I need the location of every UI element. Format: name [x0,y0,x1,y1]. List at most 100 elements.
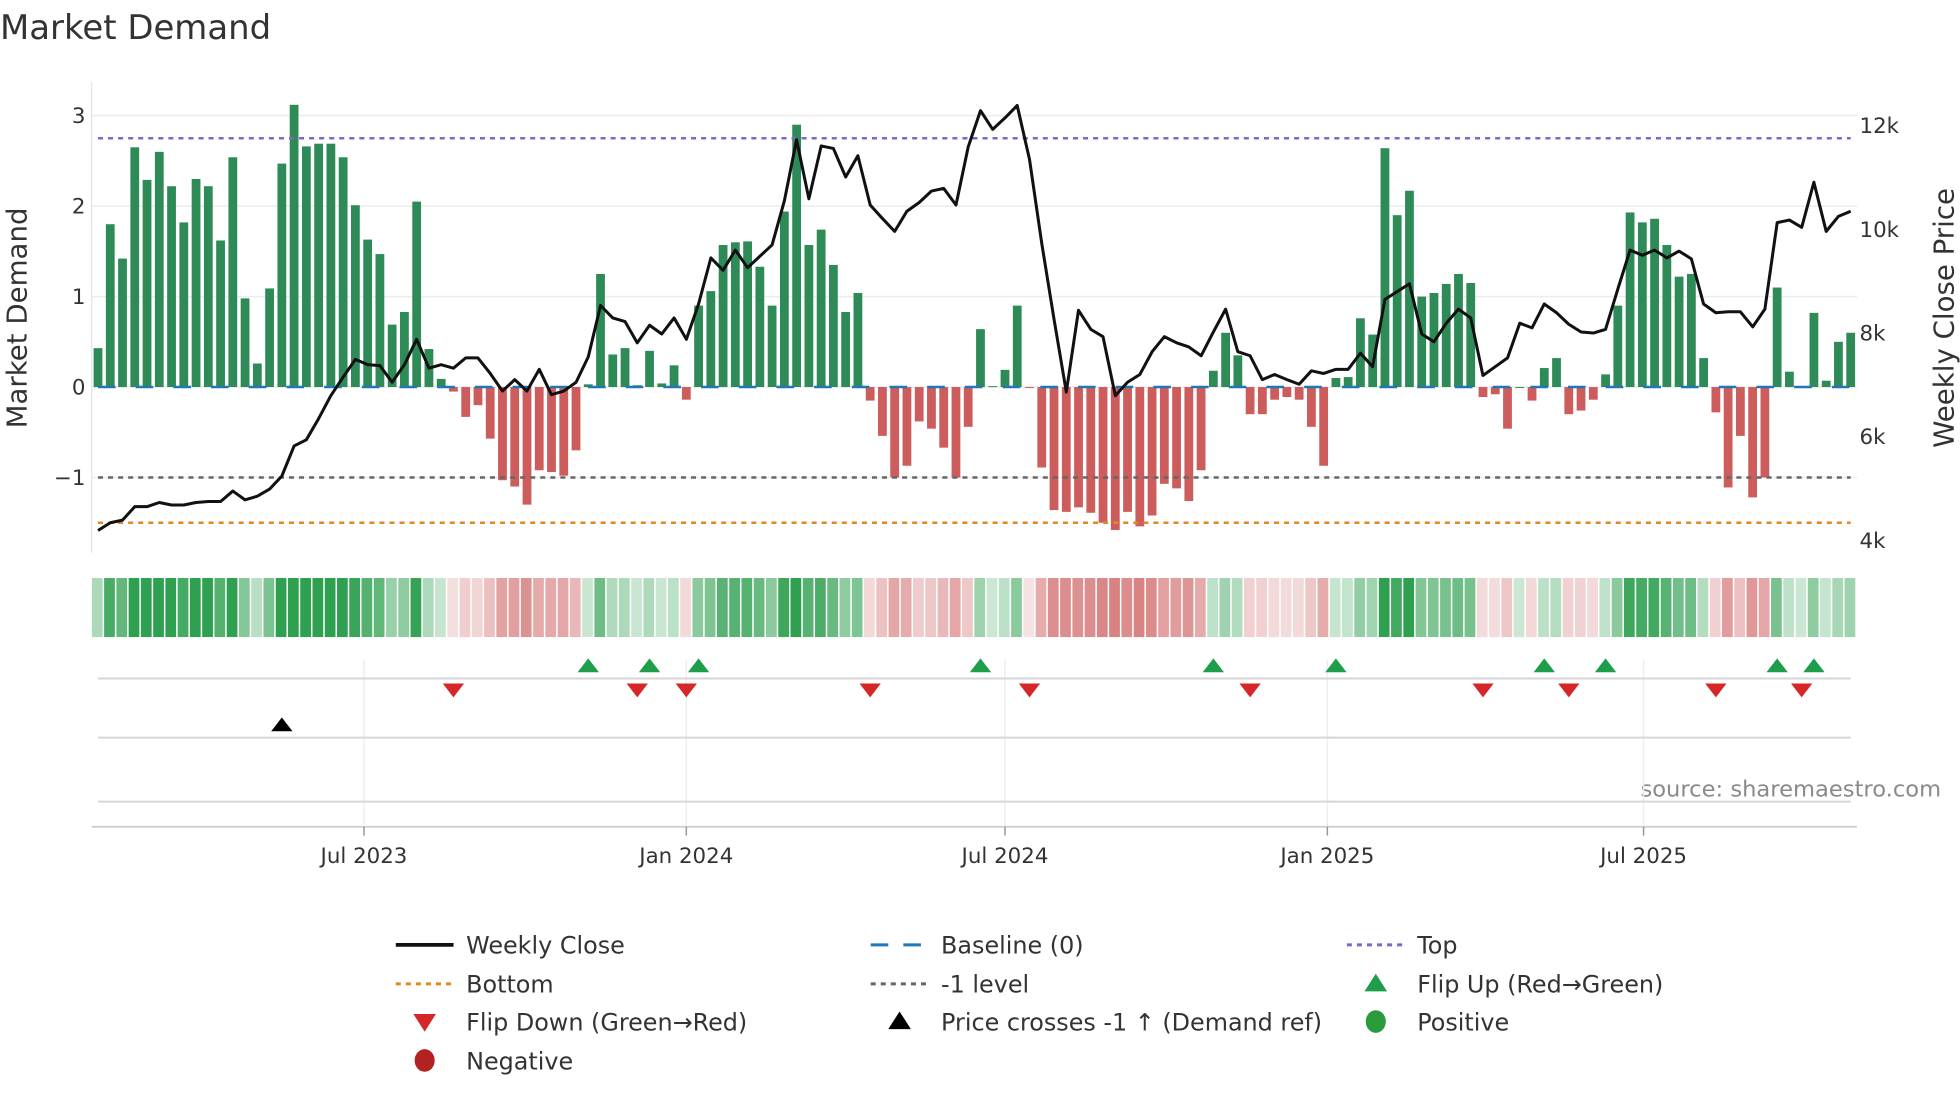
positive-demand-bar [1625,212,1635,388]
heat-cell [128,578,140,638]
heat-cell [594,578,606,638]
negative-demand-bar [1086,387,1096,513]
positive-demand-bar [620,348,630,388]
positive-demand-bar [1454,273,1463,388]
heat-cell [1513,578,1525,638]
flip-up-marker [969,658,992,673]
positive-demand-bar [706,291,716,388]
heat-cell [974,578,986,638]
positive-demand-bar [1441,283,1451,388]
negative-demand-bar [461,387,471,417]
y2-tick-label: 12k [1859,114,1899,139]
positive-demand-bar [988,386,998,388]
positive-demand-bar [1601,374,1610,388]
positive-demand-bar [596,273,605,388]
heat-cell [839,578,851,638]
positive-demand-bar [853,292,863,388]
heat-cell [1758,578,1770,638]
legend-label: Positive [1417,1008,1509,1036]
heat-cell [1072,578,1084,638]
heat-cell [287,578,299,638]
positive-demand-bar [252,363,262,388]
positive-demand-bar [179,222,189,388]
heat-cell [1709,578,1721,638]
heat-cell [1207,578,1218,638]
demand-bars [93,104,1856,530]
heat-cell [312,578,324,638]
level-lines [98,137,1851,524]
heat-cell [900,578,912,638]
heat-cell [1403,578,1415,638]
negative-demand-bar [498,387,507,481]
negative-demand-bar [1282,387,1292,397]
negative-demand-bar [1123,387,1132,512]
heat-cell [582,578,593,638]
negative-demand-bar [510,387,520,487]
positive-demand-bar [804,245,814,388]
heat-cell [1256,578,1267,638]
positive-demand-bar [105,224,115,388]
legend-triangle-up-icon [888,1011,911,1030]
flip-up-marker [1803,658,1825,673]
heat-cell [1121,578,1133,638]
y2-tick-label: 8k [1859,322,1886,347]
heat-cell [606,578,618,638]
negative-demand-bar [1147,387,1157,516]
legend-label: Weekly Close [466,932,625,960]
positive-demand-bar [1515,387,1525,389]
positive-demand-bar [436,378,446,388]
heat-cell [189,578,201,638]
heat-cell [1489,578,1500,638]
heat-cell [1734,578,1746,638]
negative-demand-bar [1025,387,1034,389]
negative-demand-bar [534,387,544,471]
heat-cell [226,578,238,638]
y-tick-label: 2 [72,195,86,220]
weekly-close-line [97,103,1852,532]
legend-label: Bottom [466,971,554,999]
positive-demand-bar [203,186,213,388]
gridlines [91,81,1857,827]
positive-demand-bar [118,258,127,388]
heat-cell [1538,578,1549,638]
heat-cell [1182,578,1194,638]
heat-cell [1685,578,1696,638]
legend-item-flip-down: Flip Down (Green→Red) [413,1008,747,1036]
positive-demand-bar [1637,222,1647,388]
negative-demand-bar [1576,387,1586,411]
positive-demand-bar [154,151,164,388]
negative-demand-bar [1245,387,1255,415]
positive-demand-bar [400,311,409,388]
positive-demand-bar [718,245,728,388]
negative-demand-bar [1135,387,1145,527]
heat-cell [729,578,740,638]
heat-cell [238,578,250,638]
negative-demand-bar [522,387,532,505]
heat-cell [1427,578,1439,638]
positive-demand-bar [265,288,274,388]
positive-demand-bar [363,239,373,388]
legend-label: Negative [466,1047,573,1075]
legend-item-bottom: Bottom [395,971,554,999]
positive-demand-bar [301,146,311,388]
heat-cell [1648,578,1660,638]
negative-demand-bar [890,387,900,478]
heat-cell [1280,578,1292,638]
heat-cell [1378,578,1390,638]
heat-cell [1599,578,1611,638]
heat-cell [1672,578,1684,638]
heat-cell [1844,578,1856,638]
positive-demand-bar [976,329,985,388]
heat-cell [91,578,103,638]
heat-cell [1550,578,1562,638]
flip-up-marker [1594,658,1617,673]
legend-item-minus-one: -1 level [870,971,1029,999]
positive-demand-bar [1539,368,1549,388]
negative-demand-bar [1172,387,1181,489]
heat-cell [680,578,691,638]
heat-cell [300,578,311,638]
heat-cell [545,578,557,638]
positive-demand-bar [130,147,140,388]
heat-cell [177,578,189,638]
heat-cell [1832,578,1844,638]
